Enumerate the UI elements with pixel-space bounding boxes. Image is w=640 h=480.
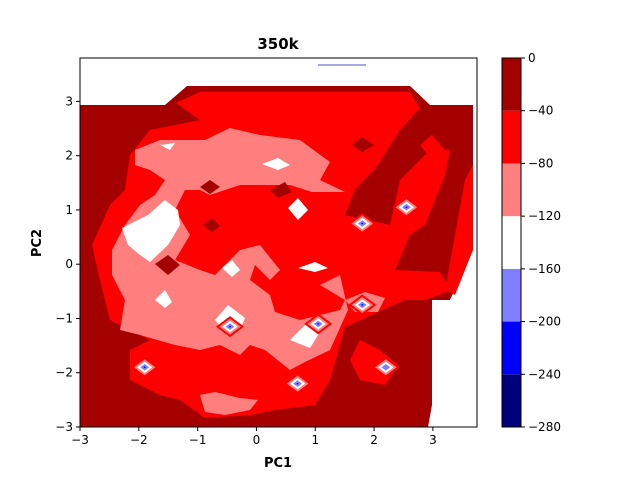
- colorbar-frame: [501, 57, 522, 428]
- colorbar-segment: [502, 268, 521, 322]
- contour-band-dark-pocket-2: [203, 218, 220, 232]
- colorbar-segment: [502, 321, 521, 375]
- x-tick-label: 2: [370, 433, 378, 447]
- colorbar-tick-label: −240: [528, 367, 561, 381]
- colorbar-tick-label: −200: [528, 315, 561, 329]
- minimum-marker: [348, 213, 377, 235]
- colorbar-tick-label: −160: [528, 262, 561, 276]
- contour-band-pocket-left2: [155, 290, 172, 308]
- colorbar-tick-label: 0: [528, 51, 536, 65]
- y-tick-label: 3: [65, 94, 73, 108]
- colorbar-tick-label: −280: [528, 420, 561, 434]
- plot-frame: [79, 57, 478, 428]
- minimum-marker: [371, 356, 400, 378]
- contour-band-pocket-left: [122, 200, 180, 262]
- minimum-marker: [283, 373, 312, 395]
- x-tick-label: −3: [71, 433, 89, 447]
- x-tick-label: 3: [429, 433, 437, 447]
- x-tick-label: 0: [253, 433, 261, 447]
- contour-band-dark-pocket: [155, 255, 180, 275]
- colorbar-segment: [502, 163, 521, 217]
- chart-title: 350k: [257, 35, 299, 53]
- y-tick-label: 0: [65, 257, 73, 271]
- contour-band-pocket-low2: [290, 325, 320, 348]
- y-tick-label: −3: [55, 420, 73, 434]
- x-tick-label: −1: [189, 433, 207, 447]
- minimum-marker: [304, 313, 333, 335]
- contour-band-pocket-top: [262, 158, 290, 170]
- colorbar-segment: [502, 216, 521, 269]
- y-tick-label: −1: [55, 311, 73, 325]
- minimum-marker: [392, 196, 421, 218]
- minima-group: [130, 196, 421, 395]
- colorbar-tick-label: −80: [528, 156, 553, 170]
- plot-area: [80, 58, 477, 427]
- contour-band-basin: [112, 128, 348, 370]
- contour-band-ring-topright: [420, 135, 445, 160]
- contour-band-ring-right: [445, 165, 473, 295]
- colorbar-segment: [502, 110, 521, 164]
- contour-band-dark-pocket-5: [270, 182, 292, 198]
- minimum-marker: [130, 356, 159, 378]
- contour-band-pocket-top2: [288, 198, 308, 220]
- y-tick-label: 1: [65, 203, 73, 217]
- colorbar-segment: [502, 374, 521, 427]
- colorbar-segment: [502, 58, 521, 111]
- contour-band-pocket-right: [298, 262, 328, 272]
- y-axis-label: PC2: [30, 229, 45, 257]
- colorbar-tick-label: −120: [528, 209, 561, 223]
- contour-band-pocket-mid: [222, 260, 240, 277]
- y-tick-label: 2: [65, 149, 73, 163]
- colorbar: −280 −240 −200 −160 −120 −80 −40 0: [501, 51, 561, 434]
- x-tick-label: 1: [311, 433, 319, 447]
- x-tick-label: −2: [130, 433, 148, 447]
- y-axis: −3 −2 −1 0 1 2 3: [55, 94, 80, 434]
- contour-band-basin-2: [200, 392, 258, 415]
- minimum-marker: [348, 294, 377, 316]
- colorbar-tick-label: −40: [528, 104, 553, 118]
- x-axis-label: PC1: [264, 456, 292, 471]
- contour-band-dark-pocket-3: [200, 180, 220, 194]
- y-tick-label: −2: [55, 366, 73, 380]
- x-axis: −3 −2 −1 0 1 2 3: [71, 427, 437, 447]
- contour-band-dark-pocket-4: [352, 137, 374, 152]
- minimum-marker: [215, 316, 244, 338]
- contour-band-pocket-top3: [160, 143, 175, 150]
